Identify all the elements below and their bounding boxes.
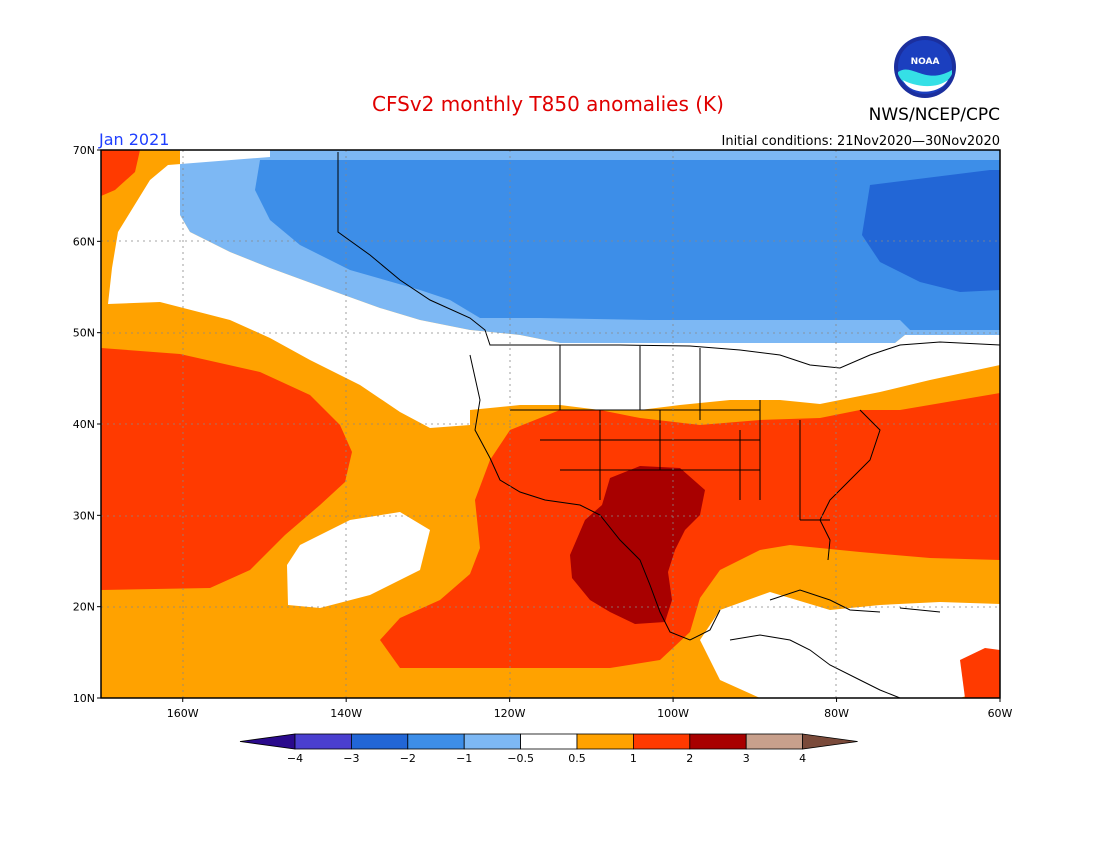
lon-tick-label: 60W xyxy=(988,707,1013,720)
graticule xyxy=(101,150,1000,698)
colorbar-swatch xyxy=(350,733,409,750)
colorbar-swatch xyxy=(407,733,465,750)
agency-label: NWS/NCEP/CPC xyxy=(869,105,1000,125)
anomaly-region-neutral-pacific xyxy=(287,512,430,608)
valid-month-label: Jan 2021 xyxy=(98,130,169,149)
colorbar-tick-label: −0.5 xyxy=(507,752,534,765)
colorbar-swatch xyxy=(463,733,522,750)
lat-tick-label: 30N xyxy=(73,509,95,522)
anomaly-region-pos-1-us xyxy=(380,393,1000,668)
colorbar-swatch xyxy=(294,733,352,750)
latitude-axis: 70N 60N 50N 40N 30N 20N 10N xyxy=(73,144,101,705)
lat-tick-label: 50N xyxy=(73,327,95,340)
lon-tick-label: 160W xyxy=(167,707,199,720)
map-title: CFSv2 monthly T850 anomalies (K) xyxy=(372,92,724,116)
anomaly-region-neutral-caribbean xyxy=(700,592,1000,698)
anomaly-region-pos-1-pacific xyxy=(101,348,352,590)
lat-tick-label: 60N xyxy=(73,235,95,248)
colorbar-tick-label: 3 xyxy=(743,752,750,765)
colorbar-tick-label: −2 xyxy=(400,752,416,765)
anomaly-region-pos-1-atlantic-corner xyxy=(960,648,1000,698)
lat-tick-label: 70N xyxy=(73,144,95,157)
longitude-axis: 160W 140W 120W 100W 80W 60W xyxy=(167,698,1013,720)
initial-conditions-label: Initial conditions: 21Nov2020—30Nov2020 xyxy=(722,134,1001,149)
colorbar-tick-label: 1 xyxy=(630,752,637,765)
anomaly-region-neg-2 xyxy=(862,170,1000,292)
noaa-logo: NOAA xyxy=(894,36,956,98)
anomaly-map xyxy=(101,150,1000,698)
colorbar-tick-label: −4 xyxy=(287,752,303,765)
colorbar-tick-label: −1 xyxy=(456,752,472,765)
anomaly-region-pos-1-arctic-corner xyxy=(101,150,140,196)
colorbar-max-arrow xyxy=(802,733,858,750)
colorbar-tick-label: 0.5 xyxy=(568,752,586,765)
colorbar-swatch xyxy=(520,733,578,750)
lat-tick-label: 20N xyxy=(73,601,95,614)
colorbar-tick-label: 2 xyxy=(686,752,693,765)
noaa-logo-text: NOAA xyxy=(911,57,940,67)
colorbar-tick-label: 4 xyxy=(799,752,806,765)
anomaly-region-neutral-north xyxy=(108,150,1000,428)
lat-tick-label: 10N xyxy=(73,692,95,705)
colorbar: −4 −3 −2 −1 −0.5 0.5 1 2 3 4 xyxy=(239,733,858,765)
colorbar-swatch xyxy=(745,733,804,750)
lon-tick-label: 140W xyxy=(330,707,362,720)
colorbar-swatch xyxy=(576,733,634,750)
lon-tick-label: 100W xyxy=(657,707,689,720)
colorbar-swatch xyxy=(633,733,691,750)
anomaly-region-neg-1 xyxy=(255,160,1000,330)
lon-tick-label: 80W xyxy=(824,707,849,720)
colorbar-swatch xyxy=(689,733,747,750)
lat-tick-label: 40N xyxy=(73,418,95,431)
colorbar-tick-label: −3 xyxy=(343,752,359,765)
political-boundaries xyxy=(337,152,1000,698)
anomaly-region-pos-2 xyxy=(570,466,705,624)
colorbar-min-arrow xyxy=(239,733,296,750)
lon-tick-label: 120W xyxy=(494,707,526,720)
